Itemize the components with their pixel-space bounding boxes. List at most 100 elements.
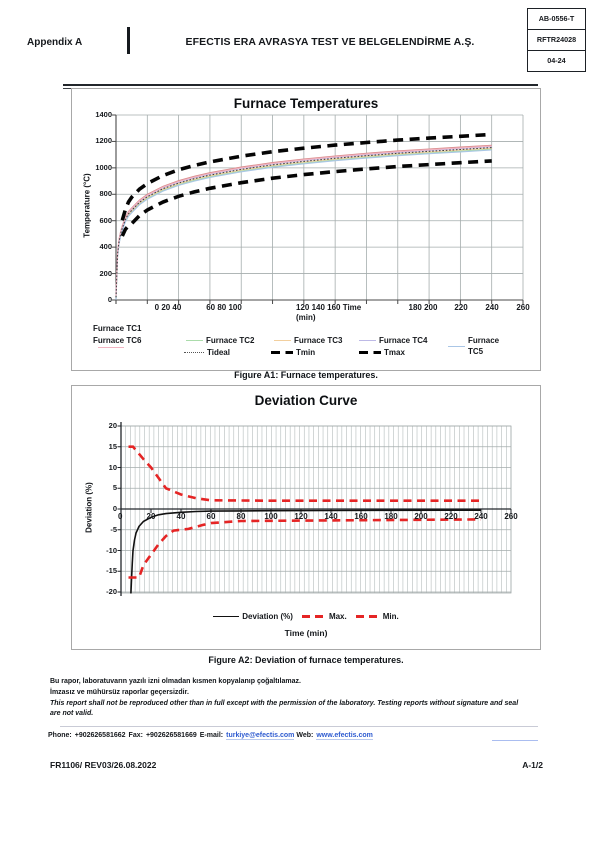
legend-label: Min. (382, 612, 399, 621)
chart-title: Furnace Temperatures (233, 96, 379, 111)
x-axis-tick-label: 180 (384, 512, 398, 521)
appendix-label: Appendix A (27, 37, 83, 48)
y-axis-tick-label: 0 (112, 504, 117, 513)
y-axis-tick-label: 15 (108, 441, 117, 451)
footer-note-tr-2: İmzasız ve mühürsüz raporlar geçersizdir… (50, 689, 189, 696)
legend-label: Furnace TC6 (93, 336, 142, 345)
legend-item: Furnace TC1 (93, 323, 141, 334)
email-label: E-mail: (199, 732, 224, 739)
legend-label: Tideal (207, 348, 230, 357)
doc-code: FR1106/ REV03/26.08.2022 (50, 760, 157, 770)
x-axis-unit-text: (min) (296, 313, 316, 322)
series-tmin (120, 159, 492, 237)
figure2-caption: Figure A2: Deviation of furnace temperat… (208, 655, 404, 665)
x-axis-tick-label: 120 (294, 512, 308, 521)
x-tick-text: 120 140 160 Time (296, 303, 362, 312)
y-axis-tick-label: -15 (106, 566, 117, 576)
y-axis-tick-label: 10 (108, 462, 117, 472)
y-axis-tick-label: 1000 (95, 162, 112, 172)
legend-item: Furnace TC2 (186, 335, 254, 346)
x-axis-tick-label: 80 (236, 512, 246, 521)
y-axis-tick-label: 200 (99, 268, 112, 278)
x-tick-text: 260 (516, 303, 530, 312)
header-rule (63, 84, 538, 87)
legend-line-swatch (274, 340, 291, 341)
legend-item: Deviation (%) (213, 611, 293, 622)
email-link[interactable]: turkiye@efectis.com (226, 732, 295, 740)
legend-item: Furnace TC6 (93, 335, 141, 346)
legend-line-swatch (448, 345, 465, 347)
legend-item: Min. (355, 611, 399, 622)
x-tick-text: 220 (454, 303, 468, 312)
legend-item: Tmax (359, 347, 405, 358)
series-deviation (130, 509, 481, 594)
legend-label: Tmin (296, 348, 316, 357)
footer-rule (60, 726, 538, 727)
x-axis-tick-label: 60 80 100 (179, 303, 269, 313)
legend-dash-swatch (355, 615, 380, 618)
legend-item (98, 347, 124, 348)
legend-line-swatch (213, 616, 240, 617)
legend-item: Tideal (184, 347, 230, 358)
legend-item: Furnace TC3 (274, 335, 342, 346)
legend-line-swatch (186, 340, 203, 341)
y-axis-tick-label: 800 (99, 189, 112, 199)
x-axis-tick-label: 100 (264, 512, 278, 521)
footer-underline-mark (492, 740, 538, 741)
x-tick-text: 180 200 (408, 303, 438, 312)
x-tick-text: 0 20 40 (154, 303, 182, 312)
x-tick-text: 240 (485, 303, 499, 312)
x-axis-tick-label: 200 (414, 512, 428, 521)
legend-dash-swatch (271, 350, 293, 355)
series-tc6 (115, 145, 492, 296)
y-axis-tick-label: 400 (99, 242, 112, 252)
deviation-chart-canvas (117, 422, 512, 596)
legend-label: Deviation (%) (242, 612, 293, 621)
y-axis-tick-label: 600 (99, 215, 112, 225)
chart-title: Deviation Curve (254, 393, 358, 408)
x-axis-tick-label: 180 200 (378, 303, 468, 313)
footer-note-en-1: This report shall not be reproduced othe… (50, 700, 519, 707)
x-axis-label: Time (min) (284, 628, 328, 638)
series-tideal (115, 147, 492, 298)
x-axis-tick-label: 160 (354, 512, 368, 521)
doc-number-cell: 04-24 (547, 56, 566, 65)
legend-item: Furnace TC5 (448, 335, 516, 357)
legend-label: Furnace TC1 (93, 324, 142, 333)
y-axis-tick-label: 0 (107, 295, 112, 304)
doc-number-cell: RFTR24028 (528, 30, 585, 51)
legend-label: Max. (328, 612, 347, 621)
fax-label: Fax: (128, 732, 143, 739)
series-tc5 (115, 149, 492, 300)
y-axis-tick-label: -10 (106, 545, 117, 555)
y-axis-tick-label: -20 (106, 587, 117, 596)
x-axis-tick-label: 120 140 160 Time (min) (296, 303, 361, 323)
web-link[interactable]: www.efectis.com (316, 732, 373, 740)
y-axis-tick-label: -5 (110, 524, 117, 534)
x-axis-tick-label: 20 (146, 512, 156, 521)
x-axis-tick-label: 240 (474, 512, 488, 521)
legend-label: Furnace TC4 (379, 336, 428, 345)
x-tick-text: 60 80 100 (206, 303, 242, 312)
legend-item: Tmin (271, 347, 315, 358)
legend-label: Tmax (384, 348, 405, 357)
phone-label: Phone: (48, 732, 72, 739)
deviation-curve-chart: Deviation Curve Deviation (%) Deviation … (71, 385, 541, 650)
legend-item: Max. (301, 611, 347, 622)
x-axis-tick-label: 220 (416, 303, 506, 313)
series-tmax (120, 132, 492, 221)
legend-line-swatch (359, 340, 376, 341)
x-axis-tick-label: 260 (504, 512, 518, 521)
x-axis-tick-label: 220 (444, 512, 458, 521)
footer-note-en-2: are not valid. (50, 710, 94, 717)
y-axis-tick-label: 1200 (95, 136, 112, 146)
company-title: EFECTIS ERA AVRASYA TEST VE BELGELENDİRM… (185, 36, 475, 48)
legend-item: Furnace TC4 (359, 335, 427, 346)
header-divider (127, 27, 130, 54)
legend-dash-swatch (359, 350, 381, 355)
furnace-chart-canvas (112, 114, 524, 304)
x-axis-tick-label: 0 (118, 512, 123, 521)
x-axis-tick-label: 240 (447, 303, 537, 313)
